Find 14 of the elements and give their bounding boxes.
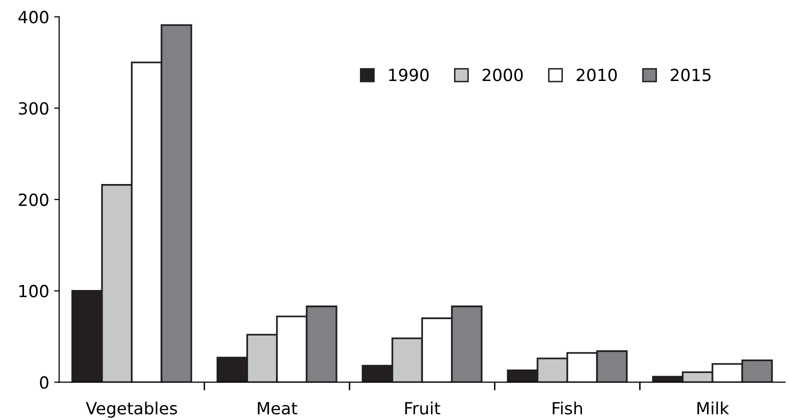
y-tick-label: 300 — [18, 102, 48, 115]
legend-label: 2015 — [670, 68, 711, 82]
y-tick-label: 0 — [40, 376, 48, 389]
x-tick-label: Fruit — [405, 402, 440, 415]
legend-label: 2010 — [576, 68, 617, 82]
y-tick-label: 400 — [18, 10, 48, 24]
x-tick-label: Vegetables — [86, 402, 177, 418]
legend-label: 2000 — [482, 68, 523, 82]
x-tick-label: Milk — [697, 402, 730, 414]
x-tick-label: Meat — [258, 402, 298, 415]
y-tick-label: 100 — [19, 284, 48, 298]
y-tick-label: 200 — [18, 193, 48, 206]
x-tick-label: Fish — [552, 402, 582, 415]
legend-label: 1990 — [389, 68, 429, 82]
